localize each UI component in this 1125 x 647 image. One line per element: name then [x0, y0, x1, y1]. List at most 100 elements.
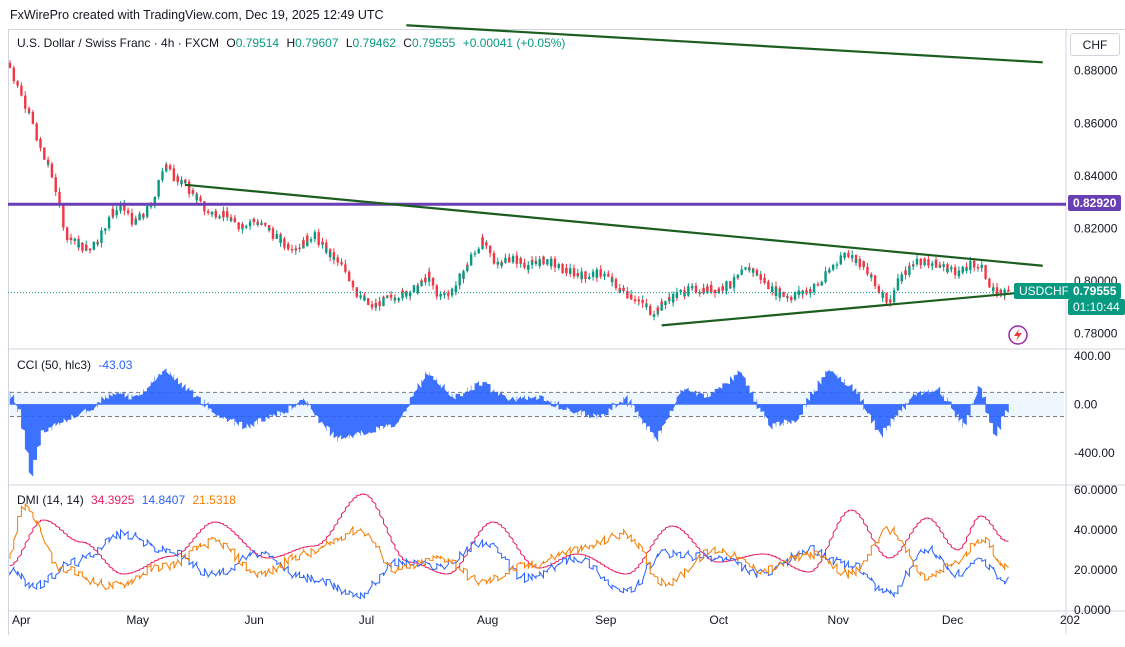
candle-body	[759, 274, 762, 280]
symbol-label[interactable]: U.S. Dollar / Swiss Franc · 4h · FXCM	[17, 36, 220, 50]
candle-body	[607, 275, 610, 277]
candle-body	[111, 208, 115, 216]
candle-body	[485, 242, 488, 246]
candle-body	[466, 264, 469, 266]
candle-body	[382, 296, 385, 307]
candle-body	[755, 269, 759, 275]
candle-body	[199, 198, 202, 202]
candle-body	[412, 285, 416, 287]
candle-body	[584, 271, 587, 277]
candle-body	[569, 268, 572, 274]
ohlc-low: L0.79462	[346, 36, 396, 50]
candle-body	[992, 287, 995, 292]
candle-body	[43, 153, 46, 160]
candle-body	[401, 290, 404, 292]
candle-body	[797, 290, 801, 295]
candle-body	[397, 298, 400, 301]
candle-body	[355, 292, 358, 297]
candle-body	[671, 293, 675, 303]
candle-body	[260, 222, 263, 225]
candle-body	[908, 265, 911, 267]
candle-body	[35, 127, 38, 141]
candle-body	[652, 314, 656, 317]
candle-body	[668, 297, 671, 300]
candle-body	[725, 281, 728, 291]
candle-body	[8, 62, 12, 68]
candle-body	[100, 234, 103, 244]
candle-body	[309, 240, 313, 242]
candle-body	[275, 233, 278, 235]
candle-body	[81, 242, 84, 251]
candle-body	[824, 271, 827, 280]
high-value: 0.79607	[295, 36, 339, 50]
ohlc-close: C0.79555	[403, 36, 455, 50]
open-label: O	[226, 36, 236, 50]
candle-body	[492, 258, 496, 264]
ohlc-high: H0.79607	[286, 36, 338, 50]
candle-body	[984, 265, 987, 273]
candle-body	[458, 273, 461, 278]
candle-body	[347, 278, 351, 282]
candle-body	[20, 85, 23, 95]
candle-body	[892, 290, 896, 295]
candle-body	[530, 260, 534, 265]
low-value: 0.79462	[352, 36, 396, 50]
candle-body	[610, 279, 614, 283]
candle-body	[302, 240, 305, 247]
candle-body	[870, 275, 873, 278]
header-caption: FxWirePro created with TradingView.com, …	[10, 8, 384, 22]
candle-body	[325, 242, 328, 253]
price-axis-tick: 0.86000	[1074, 116, 1118, 130]
candle-body	[321, 241, 324, 243]
candle-body	[683, 295, 686, 297]
trendline	[661, 289, 1043, 327]
candle-body	[690, 286, 694, 289]
candle-body	[687, 286, 690, 294]
candle-body	[469, 254, 473, 261]
dmi-name[interactable]: DMI (14, 14)	[17, 493, 84, 507]
candle-body	[161, 171, 164, 179]
candle-body	[809, 289, 812, 292]
time-axis-tick: Dec	[942, 613, 963, 627]
candle-body	[428, 271, 431, 278]
candle-body	[172, 171, 176, 181]
candle-body	[65, 231, 69, 240]
candle-body	[46, 163, 50, 165]
candle-body	[24, 95, 27, 105]
candle-body	[919, 263, 923, 266]
candle-body	[645, 305, 648, 307]
candle-body	[854, 255, 858, 264]
candle-body	[763, 277, 766, 283]
candle-body	[401, 290, 404, 299]
candle-body	[222, 211, 225, 218]
candle-body	[847, 252, 850, 256]
candle-body	[46, 159, 50, 165]
candle-body	[995, 287, 999, 296]
candle-body	[732, 277, 736, 286]
candle-body	[43, 147, 46, 154]
price-axis-tick: 0.78000	[1074, 327, 1118, 341]
candle-body	[862, 261, 865, 267]
candle-body	[736, 274, 740, 278]
candle-body	[27, 108, 31, 113]
candle-body	[157, 180, 160, 190]
candle-body	[405, 293, 408, 297]
candle-body	[629, 294, 633, 300]
time-axis-tick: Aug	[477, 613, 498, 627]
candle-body	[73, 238, 76, 241]
candle-body	[77, 243, 80, 248]
candle-body	[557, 264, 560, 267]
candle-body	[206, 211, 210, 213]
candle-body	[477, 249, 480, 254]
open-value: 0.79514	[235, 36, 280, 50]
last-price-tag: 0.79555	[1068, 283, 1122, 299]
candle-body	[885, 301, 888, 303]
countdown-tag: 01:10:44	[1068, 299, 1125, 315]
currency-button[interactable]: CHF	[1070, 33, 1120, 56]
candle-body	[770, 286, 774, 292]
candle-body	[65, 227, 69, 232]
candle-body	[877, 286, 881, 291]
candle-body	[721, 286, 724, 291]
cci-name[interactable]: CCI (50, hlc3)	[17, 358, 92, 372]
